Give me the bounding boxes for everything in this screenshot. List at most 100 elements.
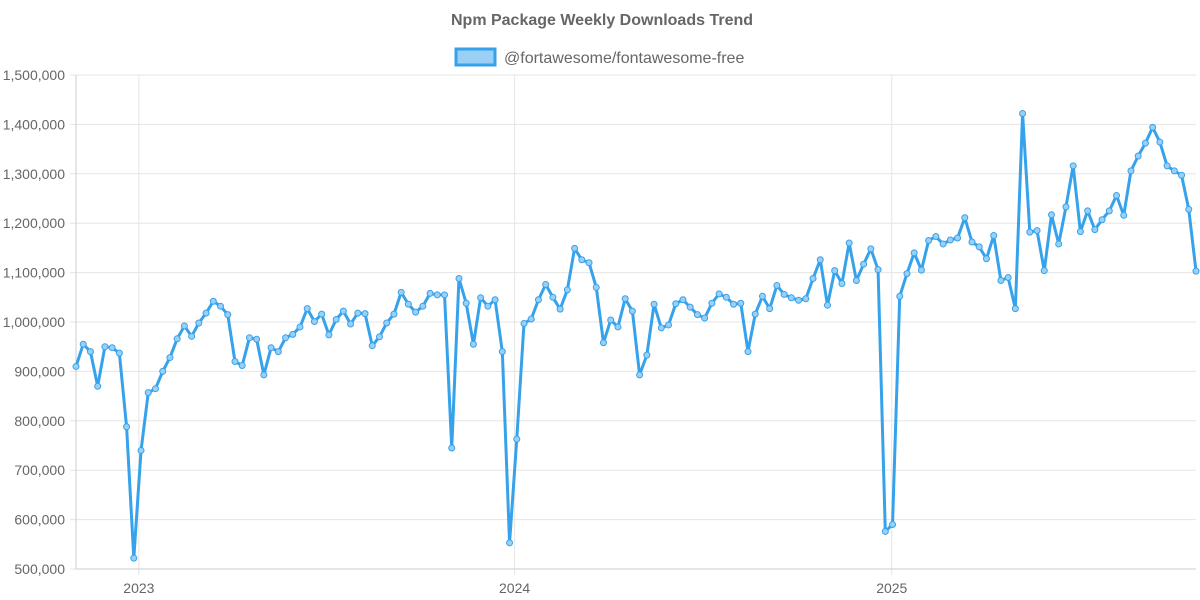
data-point	[123, 423, 131, 431]
data-point	[823, 301, 831, 309]
data-point	[180, 322, 188, 330]
data-point	[318, 310, 326, 318]
data-point	[910, 249, 918, 257]
data-point	[383, 319, 391, 327]
data-point	[903, 270, 911, 278]
data-point	[238, 361, 246, 369]
data-point	[881, 527, 889, 535]
data-point	[889, 521, 897, 529]
data-point	[896, 292, 904, 300]
data-point	[1149, 123, 1157, 131]
data-point	[72, 362, 80, 370]
chart-title: Npm Package Weekly Downloads Trend	[451, 12, 753, 29]
data-point	[1069, 162, 1077, 170]
data-point	[354, 309, 362, 317]
data-point	[758, 292, 766, 300]
data-point	[715, 290, 723, 298]
data-point	[513, 435, 521, 443]
data-point	[390, 310, 398, 318]
data-point	[636, 371, 644, 379]
data-point	[1084, 207, 1092, 215]
data-point	[563, 286, 571, 294]
data-point	[852, 277, 860, 284]
data-point	[946, 236, 954, 244]
data-point	[303, 305, 311, 313]
y-tick-label: 500,000	[14, 561, 65, 577]
data-point	[961, 214, 969, 222]
data-point	[982, 255, 990, 263]
y-tick-label: 1,000,000	[3, 314, 65, 330]
data-point	[1170, 167, 1178, 175]
data-point	[79, 340, 87, 348]
legend-label: @fortawesome/fontawesome-free	[504, 50, 744, 67]
data-point	[975, 243, 983, 251]
y-tick-label: 700,000	[14, 462, 65, 478]
data-point	[773, 281, 781, 289]
data-point	[939, 240, 947, 248]
data-point	[549, 293, 557, 301]
data-point	[809, 275, 817, 283]
data-point	[643, 351, 651, 359]
data-point	[209, 297, 217, 305]
data-point	[730, 300, 738, 308]
data-point	[845, 239, 853, 247]
data-point	[578, 256, 586, 264]
data-point	[202, 309, 210, 317]
data-point	[151, 385, 159, 393]
data-point	[115, 349, 123, 357]
y-tick-label: 1,300,000	[3, 166, 65, 182]
data-point	[195, 319, 203, 327]
data-point	[1047, 211, 1055, 219]
data-point	[787, 294, 795, 302]
data-point	[166, 354, 174, 362]
x-axis: 2023 2024 2025	[123, 580, 907, 596]
data-point	[130, 554, 138, 562]
data-point	[874, 266, 882, 274]
data-point	[607, 316, 615, 324]
data-point	[108, 344, 116, 352]
y-tick-label: 1,100,000	[3, 265, 65, 281]
data-point	[347, 320, 355, 328]
legend[interactable]: @fortawesome/fontawesome-free	[454, 47, 744, 67]
data-point	[441, 291, 449, 299]
data-point	[686, 303, 694, 311]
data-point	[571, 244, 579, 252]
data-point	[1192, 267, 1200, 275]
data-point	[932, 233, 940, 241]
data-point	[159, 367, 167, 375]
data-point	[556, 305, 564, 313]
x-tick-label: 2024	[499, 580, 530, 596]
data-point	[701, 314, 709, 322]
data-point	[954, 234, 962, 242]
data-point	[484, 302, 492, 310]
data-point	[1004, 274, 1012, 282]
data-point	[628, 307, 636, 315]
data-point	[267, 344, 275, 352]
y-tick-label: 900,000	[14, 363, 65, 379]
data-point	[260, 371, 268, 379]
data-point	[867, 245, 875, 253]
data-point	[231, 358, 239, 366]
data-point	[1120, 211, 1128, 219]
legend-swatch	[454, 47, 497, 67]
data-point	[795, 296, 803, 304]
data-point	[592, 283, 600, 291]
data-point	[289, 330, 297, 338]
data-point	[397, 288, 405, 296]
data-point	[665, 321, 673, 329]
data-point	[1091, 226, 1099, 234]
data-point	[737, 299, 745, 307]
x-tick-label: 2025	[876, 580, 907, 596]
data-point	[86, 348, 94, 356]
data-point	[722, 293, 730, 301]
data-point	[188, 332, 196, 340]
data-point	[217, 302, 225, 310]
data-point	[751, 310, 759, 318]
data-point	[310, 318, 318, 326]
series-layer	[72, 110, 1200, 562]
data-point	[1026, 228, 1034, 236]
data-point	[448, 444, 456, 452]
data-point	[1141, 139, 1149, 147]
data-point	[296, 323, 304, 331]
